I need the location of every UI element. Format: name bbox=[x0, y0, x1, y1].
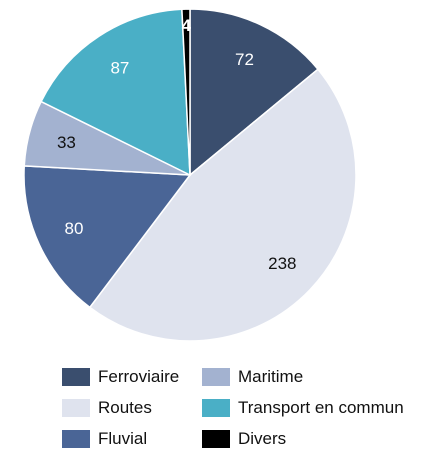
legend-item-transport-en-commun: Transport en commun bbox=[202, 398, 404, 418]
legend-item-maritime: Maritime bbox=[202, 367, 303, 387]
data-label-transport-en-commun: 87 bbox=[110, 59, 129, 78]
legend-item-fluvial: Fluvial bbox=[62, 429, 147, 449]
pie-slice-fluvial bbox=[23, 165, 192, 309]
legend-label: Transport en commun bbox=[238, 398, 404, 417]
data-label-fluvial: 80 bbox=[65, 219, 84, 238]
legend-label: Ferroviaire bbox=[98, 367, 180, 386]
legend-swatch bbox=[202, 430, 230, 448]
data-label-divers: 4 bbox=[182, 16, 192, 35]
legend-label: Maritime bbox=[238, 367, 304, 386]
pie-slice-transport-en-commun bbox=[40, 8, 191, 177]
pie-slice-routes bbox=[88, 68, 357, 342]
legend-swatch bbox=[62, 399, 90, 417]
data-label-maritime: 33 bbox=[57, 133, 76, 152]
pie-chart: 72 238 80 33 87 4 bbox=[23, 8, 357, 342]
legend-item-divers: Divers bbox=[202, 429, 286, 449]
legend-label: Divers bbox=[238, 429, 287, 448]
legend-swatch bbox=[202, 368, 230, 386]
legend-swatch bbox=[62, 368, 90, 386]
pie-slice-ferroviaire bbox=[189, 8, 320, 177]
legend-swatch bbox=[62, 430, 90, 448]
legend-label: Routes bbox=[98, 398, 152, 417]
pie-slice-divers bbox=[181, 8, 191, 176]
legend-label: Fluvial bbox=[98, 429, 148, 448]
data-label-routes: 238 bbox=[268, 254, 296, 273]
legend-item-ferroviaire: Ferroviaire bbox=[62, 367, 179, 387]
data-label-ferroviaire: 72 bbox=[235, 50, 254, 69]
legend-item-routes: Routes bbox=[62, 398, 152, 418]
legend-swatch bbox=[202, 399, 230, 417]
